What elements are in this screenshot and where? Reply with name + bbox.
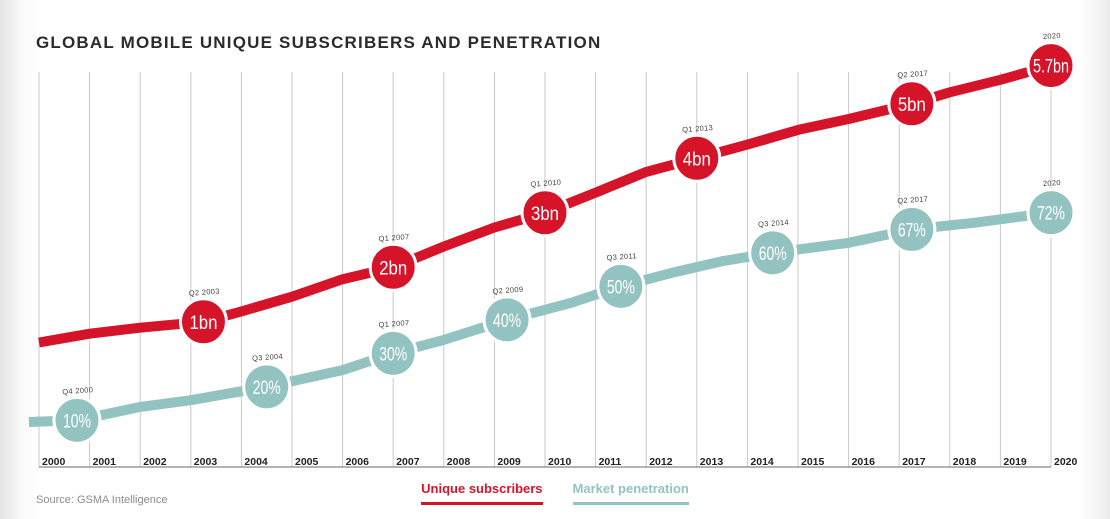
legend-item-market-penetration[interactable]: Market penetration (572, 481, 689, 505)
chart-title: GLOBAL MOBILE UNIQUE SUBSCRIBERS AND PEN… (36, 33, 602, 52)
milestone-unique-subscribers-5bn: 5bn Q2 2017 (887, 69, 937, 129)
milestone-circle-unique-subscribers-4bn (672, 133, 722, 183)
legend-item-unique-subscribers[interactable]: Unique subscribers (421, 481, 543, 505)
milestone-circle-unique-subscribers-1bn (178, 297, 228, 347)
x-tick-label-2006: 2006 (346, 456, 370, 468)
milestone-label-unique-subscribers-4bn: 4bn (683, 149, 711, 170)
x-tick-label-2000: 2000 (42, 456, 66, 468)
milestone-date-unique-subscribers-1bn: Q2 2003 (189, 287, 220, 298)
legend-label-unique-subscribers: Unique subscribers (421, 481, 543, 496)
x-tick-label-2004: 2004 (244, 456, 268, 468)
milestone-label-market-penetration-40: 40% (493, 311, 521, 332)
x-tick-label-2009: 2009 (497, 456, 521, 468)
milestone-label-market-penetration-20: 20% (253, 378, 281, 399)
milestone-market-penetration-67: 67% Q2 2017 (887, 194, 937, 254)
milestone-circle-market-penetration-72 (1026, 188, 1076, 238)
milestone-circle-market-penetration-30 (368, 328, 418, 378)
milestone-circle-unique-subscribers-5-7bn (1026, 41, 1076, 91)
x-tick-label-2016: 2016 (852, 456, 876, 468)
milestone-label-market-penetration-60: 60% (759, 244, 787, 265)
legend-swatch-unique-subscribers (421, 502, 543, 505)
milestone-date-market-penetration-20: Q3 2004 (252, 352, 283, 363)
series-line-market-penetration (28, 207, 1052, 427)
milestone-label-unique-subscribers-2bn: 2bn (379, 258, 407, 279)
x-gridlines (38, 72, 1052, 467)
x-tick-label-2010: 2010 (548, 456, 572, 468)
milestone-circle-market-penetration-20 (242, 362, 292, 412)
x-tick-label-2019: 2019 (1003, 456, 1027, 468)
x-tick-label-2015: 2015 (801, 456, 825, 468)
milestone-date-unique-subscribers-4bn: Q1 2013 (682, 123, 713, 134)
milestone-label-unique-subscribers-5bn: 5bn (898, 95, 926, 116)
milestone-circle-unique-subscribers-2bn (368, 242, 418, 292)
x-tick-label-2011: 2011 (599, 456, 622, 468)
milestone-label-unique-subscribers-3bn: 3bn (531, 204, 559, 225)
milestone-circle-market-penetration-67 (887, 204, 937, 254)
x-tick-label-2014: 2014 (750, 456, 774, 468)
milestone-unique-subscribers-4bn: 4bn Q1 2013 (672, 123, 722, 183)
milestone-date-market-penetration-72: 2020 (1043, 178, 1061, 188)
milestone-date-unique-subscribers-2bn: Q1 2007 (378, 232, 409, 243)
milestone-unique-subscribers-5-7bn: 5.7bn 2020 (1026, 31, 1076, 91)
milestone-unique-subscribers-2bn: 2bn Q1 2007 (368, 232, 418, 292)
x-tick-label-2018: 2018 (953, 456, 977, 468)
x-tick-label-2007: 2007 (396, 456, 420, 468)
milestone-unique-subscribers-1bn: 1bn Q2 2003 (178, 287, 228, 347)
milestone-label-market-penetration-67: 67% (898, 220, 926, 241)
milestone-date-market-penetration-50: Q3 2011 (606, 251, 637, 262)
x-tick-label-2020: 2020 (1054, 456, 1078, 468)
milestone-label-market-penetration-10: 10% (63, 411, 91, 432)
milestone-label-market-penetration-50: 50% (607, 277, 635, 298)
x-tick-label-2008: 2008 (447, 456, 471, 468)
milestone-circle-unique-subscribers-3bn (520, 188, 570, 238)
chart-legend: Unique subscribers Market penetration (0, 481, 1110, 505)
milestone-market-penetration-60: 60% Q3 2014 (748, 218, 798, 278)
x-tick-label-2012: 2012 (649, 456, 673, 468)
source-note: Source: GSMA Intelligence (36, 494, 168, 506)
x-tick-label-2002: 2002 (143, 456, 167, 468)
milestone-unique-subscribers-3bn: 3bn Q1 2010 (520, 178, 570, 238)
x-tick-label-2013: 2013 (700, 456, 724, 468)
milestone-date-market-penetration-60: Q3 2014 (758, 218, 789, 229)
milestone-market-penetration-40: 40% Q2 2009 (482, 285, 532, 345)
legend-label-market-penetration: Market penetration (572, 481, 689, 496)
milestone-date-unique-subscribers-3bn: Q1 2010 (530, 178, 561, 189)
milestone-date-unique-subscribers-5bn: Q2 2017 (897, 69, 928, 80)
milestone-market-penetration-50: 50% Q3 2011 (596, 251, 646, 311)
milestone-date-market-penetration-30: Q1 2007 (378, 318, 409, 329)
milestone-label-market-penetration-72: 72% (1037, 204, 1065, 225)
legend-swatch-market-penetration (572, 502, 689, 505)
milestone-market-penetration-20: 20% Q3 2004 (242, 352, 292, 412)
x-tick-label-2017: 2017 (902, 456, 926, 468)
milestone-circle-market-penetration-40 (482, 295, 532, 345)
milestone-date-market-penetration-40: Q2 2009 (492, 285, 523, 296)
milestone-market-penetration-30: 30% Q1 2007 (368, 318, 418, 378)
milestone-circle-market-penetration-50 (596, 261, 646, 311)
milestone-label-unique-subscribers-1bn: 1bn (189, 313, 217, 334)
milestone-circle-unique-subscribers-5bn (887, 79, 937, 129)
milestone-circle-market-penetration-10 (52, 395, 102, 445)
x-tick-label-2003: 2003 (194, 456, 218, 468)
x-tick-label-2001: 2001 (93, 456, 117, 468)
milestone-date-market-penetration-67: Q2 2017 (897, 194, 928, 205)
x-tick-label-2005: 2005 (295, 456, 319, 468)
milestone-circle-market-penetration-60 (748, 228, 798, 278)
milestone-market-penetration-72: 72% 2020 (1026, 178, 1076, 238)
milestone-date-market-penetration-10: Q4 2000 (62, 385, 93, 396)
x-axis-tick-labels: 2000 2001 2002 2003 2004 2005 2006 2007 2008 2009… (42, 456, 1078, 468)
milestone-date-unique-subscribers-5-7bn: 2020 (1043, 31, 1061, 41)
milestone-label-unique-subscribers-5-7bn: 5.7bn (1033, 57, 1069, 78)
milestone-market-penetration-10: 10% Q4 2000 (52, 385, 102, 445)
milestone-label-market-penetration-30: 30% (379, 344, 407, 365)
